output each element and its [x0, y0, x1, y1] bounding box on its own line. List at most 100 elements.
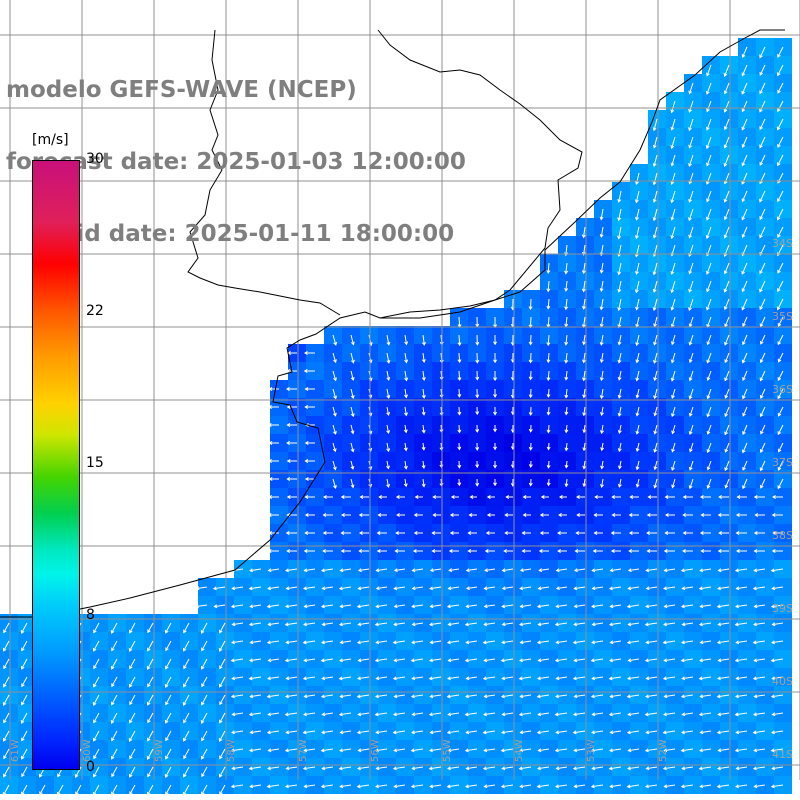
wind-arrowhead [93, 683, 97, 688]
wind-arrow [219, 676, 226, 688]
wind-arrow [759, 82, 766, 94]
wind-arrow [268, 622, 280, 626]
wind-arrowhead [564, 306, 569, 311]
wind-arrowhead [670, 162, 675, 167]
wind-arrow [664, 694, 676, 698]
wind-arrowhead [706, 341, 711, 346]
wind-arrow [201, 748, 208, 760]
wind-arrow [600, 226, 604, 238]
wind-arrowhead [573, 694, 578, 699]
wind-arrow [358, 712, 370, 716]
wind-arrowhead [268, 405, 272, 409]
wind-arrowhead [393, 694, 398, 699]
wind-arrow [375, 658, 388, 662]
wind-arrowhead [493, 377, 498, 382]
wind-arrowhead [284, 712, 289, 717]
wind-arrowhead [183, 755, 187, 760]
wind-arrowhead [304, 495, 309, 499]
wind-arrowhead [528, 394, 533, 399]
wind-arrowhead [546, 342, 551, 347]
wind-arrowhead [404, 394, 408, 399]
wind-arrow [250, 604, 262, 608]
wind-arrow [250, 694, 262, 698]
wind-arrow [771, 748, 784, 752]
wind-arrow [653, 190, 658, 203]
wind-arrowhead [627, 748, 632, 753]
wind-arrowhead [501, 604, 506, 609]
wind-arrowhead [670, 270, 675, 275]
latitude-label: 36S [772, 383, 793, 396]
wind-arrow [422, 334, 425, 346]
wind-arrow [671, 172, 676, 185]
wind-arrow [422, 352, 425, 363]
wind-arrowhead [645, 640, 650, 645]
wind-arrow [213, 586, 226, 590]
wind-arrowhead [759, 108, 763, 113]
wind-arrowhead [422, 342, 426, 346]
wind-arrow [556, 640, 568, 644]
wind-arrow [646, 730, 658, 734]
wind-arrowhead [350, 359, 355, 364]
wind-arrowhead [321, 622, 326, 627]
wind-arrow [547, 406, 550, 415]
wind-arrowhead [501, 640, 506, 645]
wind-arrow [394, 622, 406, 626]
latitude-label: 35S [772, 310, 793, 323]
wind-arrowhead [219, 791, 223, 796]
wind-arrowhead [735, 513, 740, 517]
latitude-label: 41S [772, 748, 793, 761]
wind-arrow [303, 766, 316, 770]
wind-arrowhead [285, 694, 289, 699]
wind-arrowhead [429, 748, 433, 753]
wind-arrowhead [770, 604, 775, 609]
wind-arrowhead [689, 448, 693, 453]
wind-arrowhead [111, 737, 115, 742]
wind-arrow [537, 784, 550, 788]
wind-arrow [583, 244, 586, 255]
wind-arrowhead [200, 665, 205, 670]
wind-arrow [147, 766, 154, 777]
wind-arrow [618, 388, 622, 399]
wind-arrowhead [582, 465, 587, 470]
wind-arrowhead [528, 341, 533, 346]
wind-arrow [375, 784, 388, 788]
wind-arrow [724, 64, 730, 77]
wind-arrowhead [742, 377, 746, 382]
wind-arrowhead [699, 658, 703, 663]
wind-arrow [386, 370, 390, 381]
wind-arrow [219, 730, 226, 742]
wind-arrow [591, 604, 604, 608]
wind-arrowhead [493, 359, 498, 364]
wind-arrowhead [671, 430, 676, 435]
wind-arrow [249, 586, 262, 590]
wind-arrowhead [218, 648, 223, 652]
wind-arrowhead [446, 640, 451, 645]
wind-arrowhead [759, 270, 763, 275]
wind-arrowhead [741, 126, 746, 131]
wind-arrowhead [538, 549, 543, 553]
wind-arrow [653, 208, 658, 221]
wind-arrowhead [484, 568, 489, 573]
wind-arrowhead [110, 720, 115, 724]
wind-arrow [689, 478, 694, 489]
wind-arrowhead [468, 513, 473, 517]
wind-arrow [777, 226, 784, 238]
wind-arrow [699, 622, 712, 626]
wind-arrowhead [357, 748, 362, 753]
wind-arrowhead [302, 730, 307, 735]
wind-arrow [393, 730, 406, 734]
wind-arrowhead [285, 604, 290, 609]
wind-arrow [742, 136, 748, 148]
longitude-label: 57W [298, 739, 309, 762]
wind-arrowhead [201, 737, 205, 742]
wind-arrow [465, 658, 478, 662]
wind-arrow [340, 694, 352, 698]
wind-arrowhead [3, 665, 7, 670]
wind-arrowhead [500, 784, 505, 789]
wind-arrowhead [219, 755, 223, 760]
wind-arrow [458, 316, 461, 328]
wind-arrowhead [501, 568, 506, 573]
wind-arrowhead [653, 323, 657, 328]
wind-arrowhead [698, 712, 703, 717]
